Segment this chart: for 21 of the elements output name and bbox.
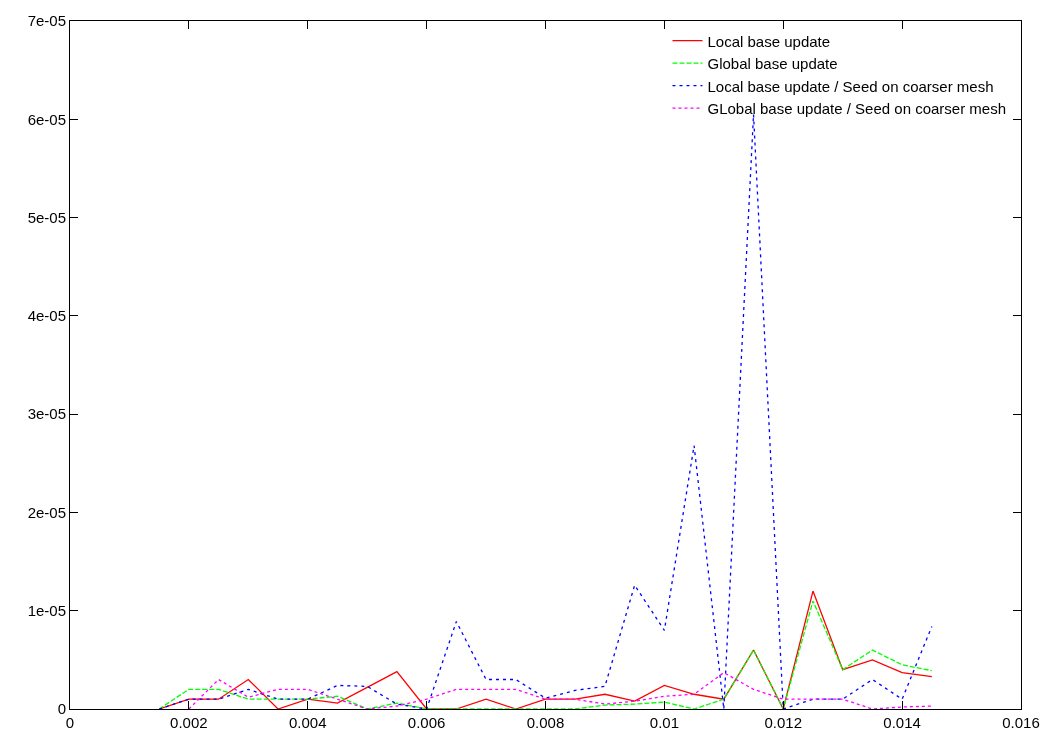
y-tick-label: 2e-05 <box>27 503 66 521</box>
x-tick-label: 0.014 <box>883 714 921 731</box>
x-tick-label: 0.002 <box>170 714 208 731</box>
legend-label: GLobal base update / Seed on coarser mesh <box>707 100 1007 118</box>
y-tick-label: 0 <box>57 700 66 718</box>
line-series <box>188 671 933 709</box>
y-tick-label: 6e-05 <box>27 110 66 128</box>
x-tick-label: 0.006 <box>407 714 446 731</box>
legend-label: Local base update / Seed on coarser mesh <box>707 77 994 95</box>
y-tick-label: 5e-05 <box>27 208 66 226</box>
x-tick-label: 0.008 <box>526 714 565 731</box>
y-tick-label: 1e-05 <box>27 601 66 619</box>
x-tick-label: 0.016 <box>1002 714 1040 731</box>
x-tick-label: 0.01 <box>649 714 679 731</box>
y-tick-label: 4e-05 <box>27 307 66 325</box>
legend-label: Global base update <box>707 55 838 73</box>
y-tick-label: 7e-05 <box>27 12 66 30</box>
x-tick-label: 0.004 <box>288 714 327 731</box>
legend-label: Local base update <box>707 32 831 50</box>
y-tick-label: 3e-05 <box>27 405 66 423</box>
x-tick-label: 0.012 <box>764 714 803 731</box>
